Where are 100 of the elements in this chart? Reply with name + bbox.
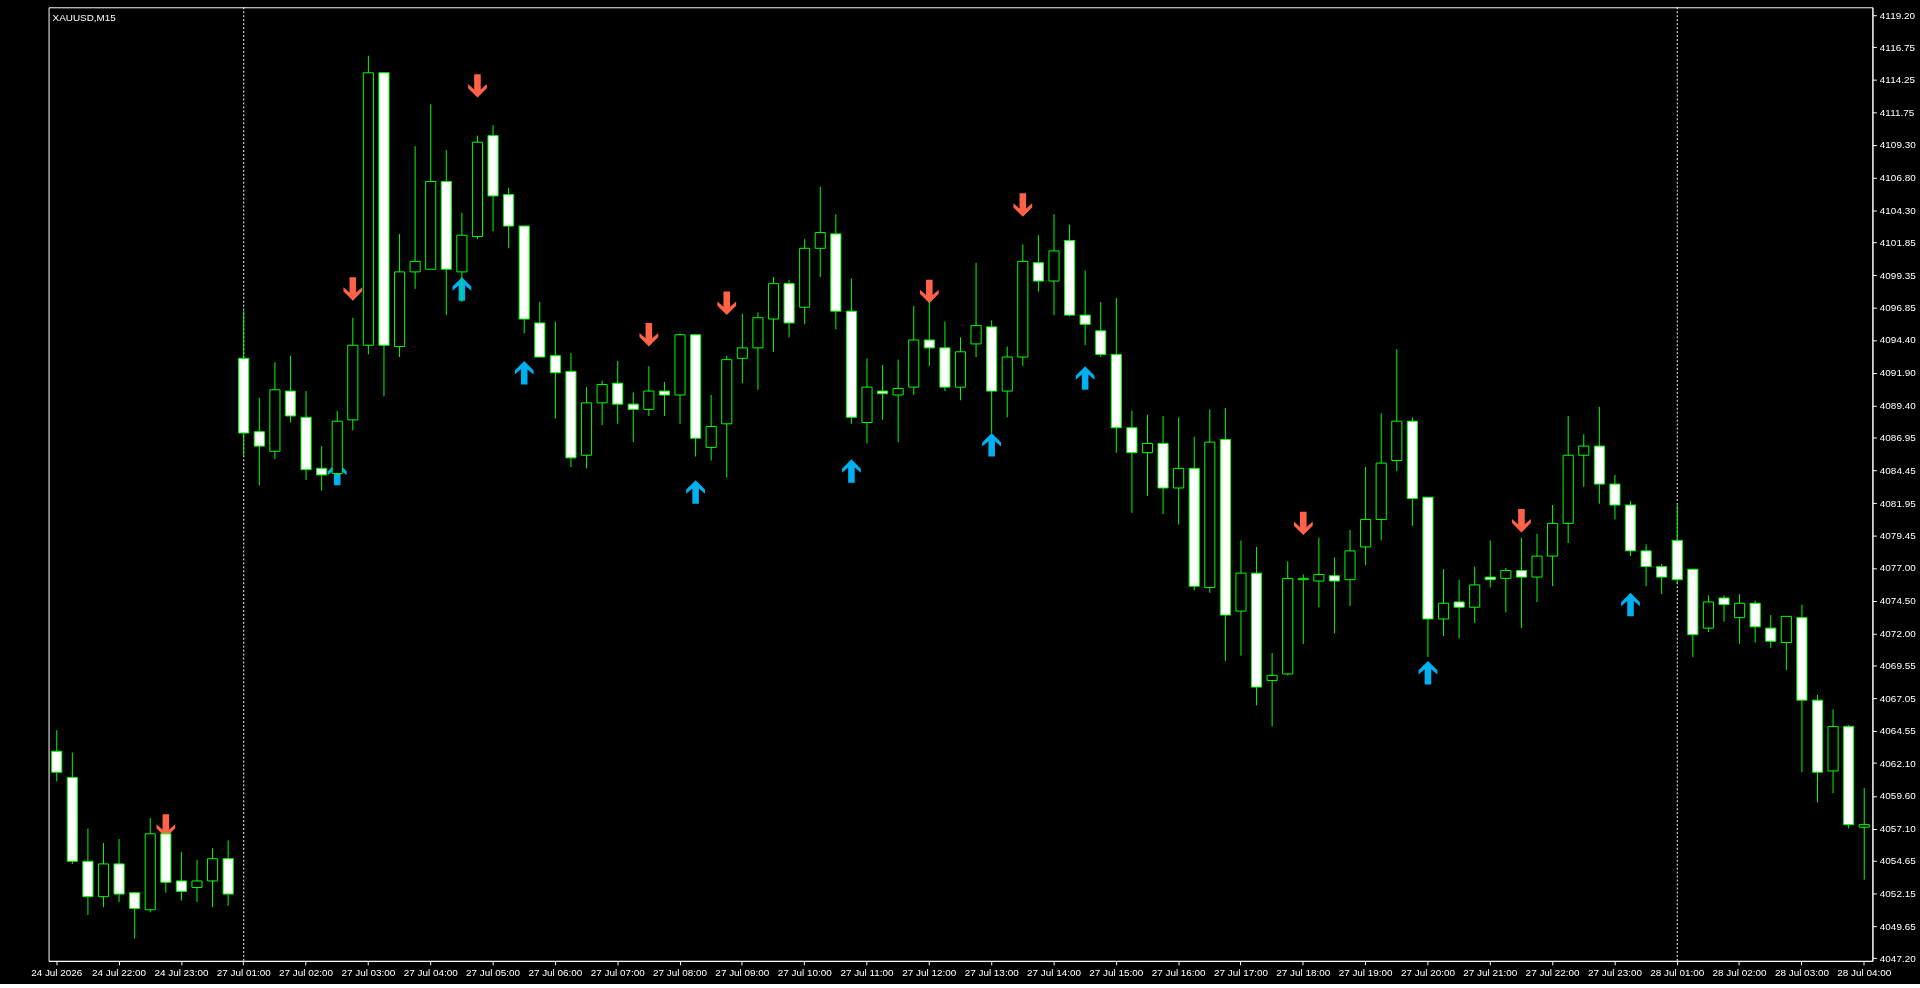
y-tick-label: 4072.00	[1879, 627, 1917, 639]
x-tick-label: 27 Jul 21:00	[1463, 967, 1518, 979]
point	[514, 361, 534, 385]
x-tick-label: 27 Jul 12:00	[902, 967, 957, 979]
point	[1512, 509, 1531, 533]
y-tick-label: 4089.40	[1879, 399, 1917, 411]
x-tick-label: 27 Jul 13:00	[964, 967, 1020, 979]
candlestick	[736, 313, 748, 384]
y-tick-label: 4101.85	[1879, 236, 1917, 248]
point	[717, 291, 737, 316]
y-tick-label: 4049.65	[1879, 920, 1917, 932]
candlestick	[1032, 234, 1044, 293]
candlestick	[1266, 652, 1278, 727]
y-tick-label: 4057.10	[1879, 823, 1917, 835]
candlestick	[175, 851, 187, 902]
x-tick-label: 28 Jul 04:00	[1837, 967, 1892, 979]
x-tick-label: 27 Jul 19:00	[1338, 967, 1394, 979]
candlestick	[1453, 579, 1465, 640]
candlestick	[51, 729, 63, 782]
x-tick-label: 24 Jul 22:00	[92, 967, 147, 979]
candlestick	[1515, 537, 1528, 629]
x-tick-label: 27 Jul 10:00	[777, 967, 833, 979]
candlestick	[1734, 593, 1746, 645]
x-tick-label: 28 Jul 03:00	[1774, 967, 1830, 979]
point	[919, 279, 939, 304]
x-tick-label: 27 Jul 08:00	[653, 967, 708, 979]
x-tick-label: 27 Jul 20:00	[1400, 967, 1456, 979]
point	[1075, 366, 1095, 390]
y-tick-label: 4091.90	[1879, 367, 1917, 379]
x-tick-label: 27 Jul 17:00	[1213, 967, 1269, 979]
point	[1293, 511, 1313, 536]
y-tick-label: 4104.30	[1879, 204, 1917, 216]
candlestick	[612, 360, 624, 425]
x-tick-label: 27 Jul 14:00	[1026, 967, 1082, 979]
x-tick-label: 24 Jul 23:00	[154, 967, 209, 979]
candlestick	[643, 365, 655, 417]
x-tick-label: 27 Jul 09:00	[715, 967, 770, 979]
y-tick-label: 4119.20	[1879, 9, 1916, 21]
x-tick-label: 27 Jul 18:00	[1276, 967, 1331, 979]
y-tick-label: 4114.25	[1879, 74, 1916, 86]
candlestick	[1328, 556, 1341, 634]
candlestick	[1765, 614, 1777, 649]
candlestick	[1173, 416, 1185, 526]
y-tick-label: 4047.20	[1879, 952, 1917, 964]
y-tick-label: 4052.15	[1879, 887, 1917, 899]
x-tick-label: 27 Jul 04:00	[403, 967, 459, 979]
point	[343, 277, 363, 301]
x-tick-label: 27 Jul 07:00	[590, 967, 646, 979]
candlestick	[1718, 594, 1730, 623]
x-tick-label: 27 Jul 23:00	[1587, 967, 1643, 979]
y-tick-label: 4081.95	[1879, 497, 1917, 509]
candlestick	[129, 892, 141, 940]
y-tick-label: 4109.30	[1879, 139, 1917, 151]
point	[842, 459, 861, 483]
y-tick-label: 4064.55	[1879, 725, 1917, 737]
y-tick-label: 4086.95	[1879, 432, 1917, 444]
x-tick-label: 27 Jul 15:00	[1089, 967, 1144, 979]
candlestick	[1656, 563, 1668, 595]
candlestick	[1640, 543, 1652, 587]
y-tick-label: 4079.45	[1879, 530, 1917, 542]
candlestick	[1578, 433, 1590, 488]
candlestick	[1609, 474, 1621, 520]
y-tick-label: 4094.40	[1879, 334, 1917, 346]
candlestick	[1484, 539, 1496, 589]
candlestick	[1095, 301, 1107, 358]
candlestick	[627, 391, 639, 443]
candlestick	[1500, 567, 1512, 613]
candlestick	[1437, 568, 1450, 637]
x-tick-label: 28 Jul 02:00	[1712, 967, 1768, 979]
candlestick	[1141, 414, 1154, 497]
chart-title: XAUUSD,M15	[52, 11, 117, 23]
y-tick-label: 4077.00	[1879, 562, 1917, 574]
point	[1621, 592, 1640, 617]
candlestick	[207, 847, 219, 908]
x-tick-label: 27 Jul 22:00	[1525, 967, 1581, 979]
x-tick-label: 27 Jul 11:00	[840, 967, 895, 979]
candlestick	[409, 145, 421, 290]
point	[686, 480, 705, 504]
x-tick-label: 27 Jul 02:00	[279, 967, 334, 979]
x-tick-label: 27 Jul 05:00	[466, 967, 521, 979]
point	[639, 323, 659, 347]
candlestick	[1469, 566, 1481, 624]
x-tick-label: 28 Jul 01:00	[1650, 967, 1705, 979]
candlestick	[549, 321, 561, 420]
candlestick	[892, 359, 904, 443]
y-tick-label: 4069.55	[1879, 659, 1917, 671]
y-tick-label: 4116.75	[1879, 41, 1916, 53]
y-tick-label: 4084.45	[1879, 464, 1917, 476]
candlestick	[658, 381, 671, 417]
candlestick	[191, 859, 203, 903]
y-tick-label: 4096.85	[1879, 302, 1917, 314]
point	[1013, 193, 1033, 217]
y-tick-label: 4054.65	[1879, 855, 1917, 867]
candlestick	[1749, 600, 1761, 644]
x-tick-label: 27 Jul 06:00	[528, 967, 583, 979]
y-tick-label: 4111.75	[1879, 107, 1915, 119]
point	[982, 433, 1002, 457]
point	[468, 74, 487, 98]
x-tick-label: 27 Jul 16:00	[1151, 967, 1207, 979]
candlestick	[1079, 270, 1091, 346]
